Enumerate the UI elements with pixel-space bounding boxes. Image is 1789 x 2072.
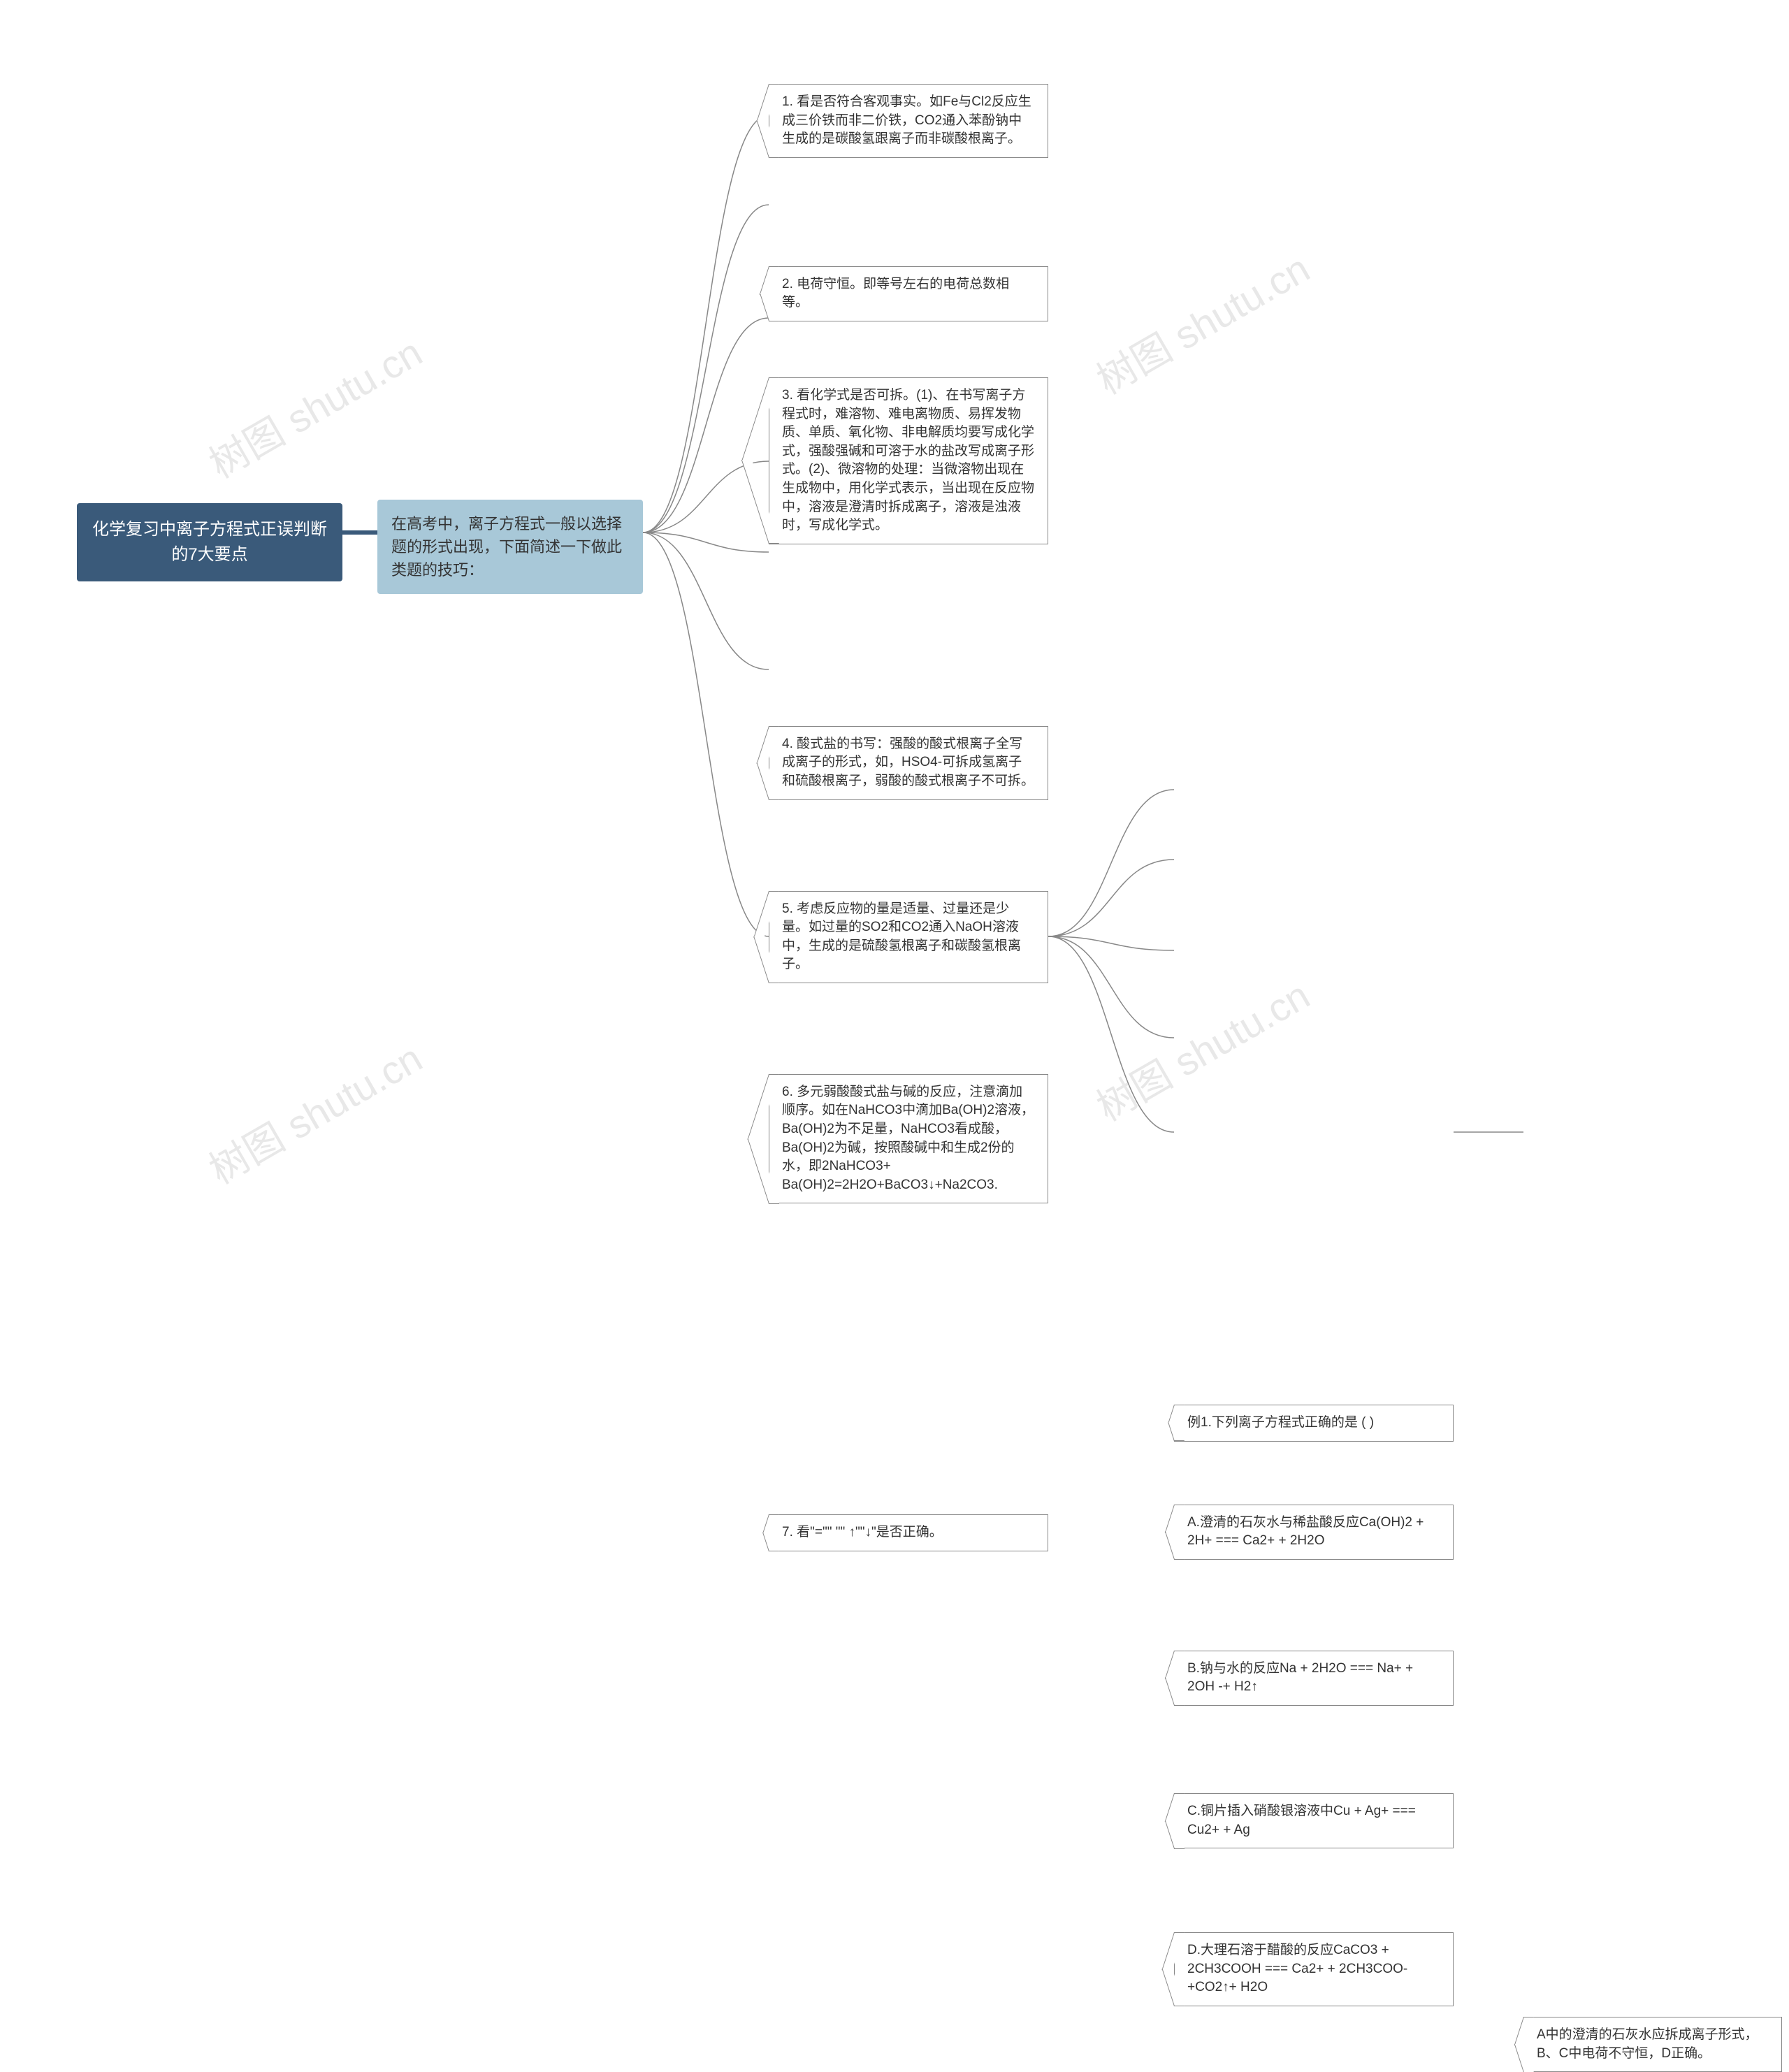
example-label: D.大理石溶于醋酸的反应CaCO3 + 2CH3COOH === Ca2+ + … [1187,1943,1407,1994]
example-label: 例1.下列离子方程式正确的是 ( ) [1187,1415,1374,1430]
example-label: C.铜片插入硝酸银溶液中Cu + Ag+ === Cu2+ + Ag [1187,1804,1416,1837]
root-node: 化学复习中离子方程式正误判断的7大要点 [77,503,342,581]
example-label: B.钠与水的反应Na + 2H2O === Na+ + 2OH -+ H2↑ [1187,1661,1413,1695]
point-node: 5. 考虑反应物的量是适量、过量还是少量。如过量的SO2和CO2通入NaOH溶液… [769,891,1048,983]
watermark: 树图 shutu.cn [1085,238,1318,406]
example-node: C.铜片插入硝酸银溶液中Cu + Ag+ === Cu2+ + Ag [1174,1793,1454,1848]
point-label: 5. 考虑反应物的量是适量、过量还是少量。如过量的SO2和CO2通入NaOH溶液… [782,901,1021,972]
level1-node: 在高考中，离子方程式一般以选择题的形式出现，下面简述一下做此类题的技巧： [377,500,643,594]
point-label: 2. 电荷守恒。即等号左右的电荷总数相等。 [782,277,1009,310]
answer-node: A中的澄清的石灰水应拆成离子形式，B、C中电荷不守恒，D正确。 [1523,2017,1782,2072]
watermark: 树图 shutu.cn [197,1028,430,1196]
point-node: 7. 看"="" "" ↑""↓"是否正确。 [769,1514,1048,1551]
example-label: A.澄清的石灰水与稀盐酸反应Ca(OH)2 + 2H+ === Ca2+ + 2… [1187,1515,1424,1549]
point-node: 1. 看是否符合客观事实。如Fe与Cl2反应生成三价铁而非二价铁，CO2通入苯酚… [769,84,1048,158]
point-label: 4. 酸式盐的书写：强酸的酸式根离子全写成离子的形式，如，HSO4-可拆成氢离子… [782,737,1034,788]
root-label: 化学复习中离子方程式正误判断的7大要点 [92,520,327,564]
example-node: B.钠与水的反应Na + 2H2O === Na+ + 2OH -+ H2↑ [1174,1651,1454,1706]
point-node: 6. 多元弱酸酸式盐与碱的反应，注意滴加顺序。如在NaHCO3中滴加Ba(OH)… [769,1074,1048,1204]
level1-label: 在高考中，离子方程式一般以选择题的形式出现，下面简述一下做此类题的技巧： [391,515,622,579]
point-node: 3. 看化学式是否可拆。(1)、在书写离子方程式时，难溶物、难电离物质、易挥发物… [769,377,1048,544]
watermark: 树图 shutu.cn [197,322,430,490]
example-node: 例1.下列离子方程式正确的是 ( ) [1174,1405,1454,1442]
example-node: A.澄清的石灰水与稀盐酸反应Ca(OH)2 + 2H+ === Ca2+ + 2… [1174,1505,1454,1560]
point-label: 6. 多元弱酸酸式盐与碱的反应，注意滴加顺序。如在NaHCO3中滴加Ba(OH)… [782,1085,1034,1192]
point-label: 7. 看"="" "" ↑""↓"是否正确。 [782,1525,943,1539]
point-node: 4. 酸式盐的书写：强酸的酸式根离子全写成离子的形式，如，HSO4-可拆成氢离子… [769,726,1048,800]
point-label: 1. 看是否符合客观事实。如Fe与Cl2反应生成三价铁而非二价铁，CO2通入苯酚… [782,94,1031,146]
example-node: D.大理石溶于醋酸的反应CaCO3 + 2CH3COOH === Ca2+ + … [1174,1932,1454,2006]
watermark: 树图 shutu.cn [1085,965,1318,1133]
answer-label: A中的澄清的石灰水应拆成离子形式，B、C中电荷不守恒，D正确。 [1537,2027,1758,2061]
point-node: 2. 电荷守恒。即等号左右的电荷总数相等。 [769,266,1048,321]
point-label: 3. 看化学式是否可拆。(1)、在书写离子方程式时，难溶物、难电离物质、易挥发物… [782,388,1034,533]
